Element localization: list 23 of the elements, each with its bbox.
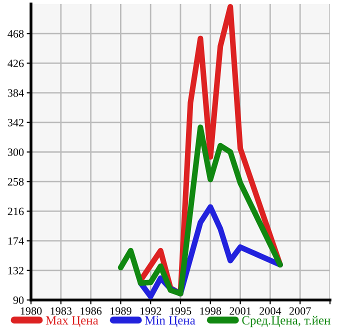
y-tick-label: 132 [8, 266, 24, 274]
x-tick-label: 1995 [170, 307, 192, 315]
x-tick-label: 2004 [260, 307, 282, 315]
y-tick-label: 258 [8, 178, 24, 186]
x-tick-label: 1983 [50, 307, 72, 315]
y-tick-label: 90 [13, 296, 24, 304]
y-tick-label: 174 [8, 237, 24, 245]
legend-label: Min Цена [144, 316, 196, 328]
x-tick-label: 1992 [140, 307, 162, 315]
y-tick-label: 216 [8, 208, 24, 216]
y-tick-label: 468 [8, 30, 24, 38]
x-tick-label: 1980 [20, 307, 42, 315]
x-tick-label: 2007 [289, 307, 311, 315]
x-tick-label: 1986 [80, 307, 102, 315]
y-tick-label: 300 [8, 148, 24, 156]
legend-label: Сред.Цена, т.йен [242, 316, 330, 328]
x-tick-label: 1998 [200, 307, 222, 315]
x-tick-label: 2001 [230, 307, 251, 315]
y-tick-label: 342 [8, 118, 24, 126]
legend-label: Max Цена [46, 316, 98, 328]
x-tick-label: 1989 [110, 307, 132, 315]
y-tick-label: 426 [8, 60, 24, 68]
y-tick-label: 384 [8, 89, 24, 97]
